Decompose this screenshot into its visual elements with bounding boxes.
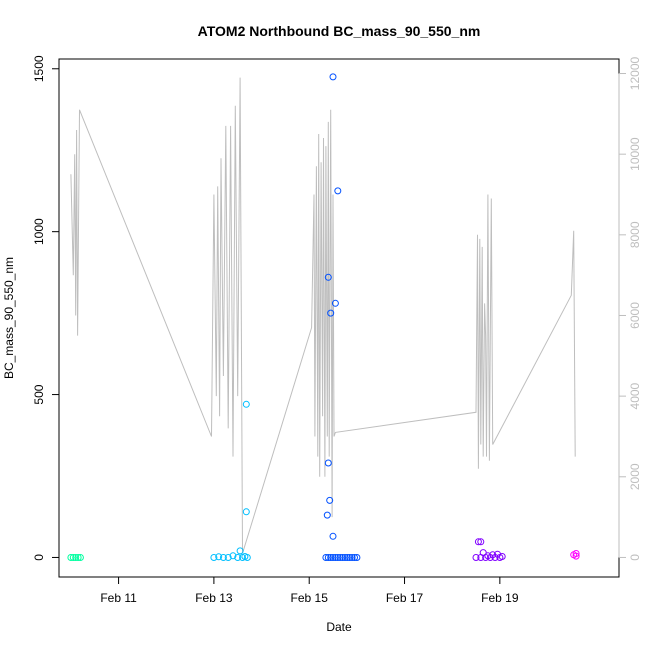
data-point — [219, 554, 227, 561]
data-point — [331, 554, 339, 561]
data-point — [326, 496, 334, 504]
data-point — [343, 554, 351, 561]
x-tick-label: Feb 13 — [195, 591, 233, 605]
data-point — [331, 299, 339, 307]
secondary-y-axis: 0 2000 4000 6000 8000 10000 12000 — [618, 57, 642, 561]
data-point — [327, 554, 335, 561]
y2-tick-label: 2000 — [628, 463, 642, 490]
data-point — [336, 554, 344, 561]
data-point — [67, 554, 75, 561]
y2-tick-label: 0 — [628, 554, 642, 561]
y-axis-label: BC_mass_90_550_nm — [2, 257, 16, 379]
data-point — [329, 554, 337, 561]
y-tick-label: 500 — [32, 384, 46, 404]
y-tick-label: 0 — [32, 554, 46, 561]
data-point — [236, 547, 244, 555]
x-tick-label: Feb 17 — [386, 591, 424, 605]
y2-tick-label: 8000 — [628, 221, 642, 248]
data-point — [472, 554, 480, 561]
x-tick-label: Feb 19 — [481, 591, 519, 605]
y2-tick-label: 6000 — [628, 302, 642, 329]
data-point — [74, 554, 82, 561]
y2-tick-label: 4000 — [628, 382, 642, 409]
data-point — [498, 553, 506, 560]
data-point — [229, 552, 237, 560]
data-point — [474, 538, 482, 546]
data-point — [322, 554, 330, 561]
data-point — [324, 273, 332, 281]
data-point — [242, 400, 250, 408]
data-point — [323, 511, 331, 519]
data-point — [234, 554, 242, 561]
data-point — [324, 554, 332, 561]
secondary-series-line — [70, 77, 576, 554]
data-point — [572, 550, 580, 557]
data-point — [477, 538, 485, 546]
data-point — [572, 552, 580, 560]
data-point — [334, 187, 342, 195]
data-point — [339, 554, 347, 561]
data-point — [224, 554, 232, 561]
data-point — [327, 309, 335, 317]
points-layer — [67, 73, 580, 561]
x-axis: Feb 11 Feb 13 Feb 15 Feb 17 Feb 19 — [100, 576, 519, 605]
data-point — [329, 73, 337, 81]
y2-tick-label: 10000 — [628, 137, 642, 171]
data-point — [334, 554, 342, 561]
data-point — [324, 459, 332, 467]
y-axis: 0 500 1000 1500 — [32, 55, 60, 561]
data-point — [76, 554, 84, 561]
data-point — [346, 554, 354, 561]
data-point — [351, 554, 358, 561]
x-axis-label: Date — [326, 620, 352, 634]
data-point — [341, 554, 349, 561]
secondary-line-layer — [70, 77, 576, 554]
chart-title: ATOM2 Northbound BC_mass_90_550_nm — [198, 23, 481, 39]
data-point — [72, 554, 80, 561]
data-point — [69, 554, 77, 561]
data-point — [243, 554, 251, 561]
data-point — [242, 508, 250, 516]
x-tick-label: Feb 11 — [100, 591, 137, 605]
data-point — [353, 554, 361, 561]
data-point — [329, 532, 337, 540]
y2-tick-label: 12000 — [628, 57, 642, 91]
y-tick-label: 1000 — [32, 218, 46, 245]
data-point — [215, 553, 223, 561]
data-point — [348, 554, 356, 561]
x-tick-label: Feb 15 — [291, 591, 329, 605]
y-tick-label: 1500 — [32, 55, 46, 82]
data-point — [210, 554, 218, 561]
